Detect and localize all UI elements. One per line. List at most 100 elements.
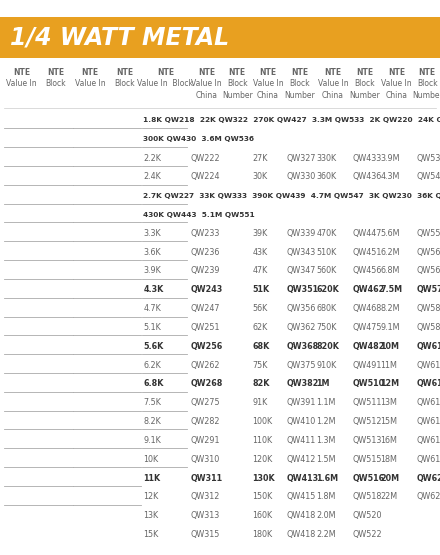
- Text: QW243: QW243: [191, 285, 223, 294]
- Text: NTE: NTE: [198, 68, 215, 77]
- Text: QW568: QW568: [416, 266, 440, 275]
- Text: QW522: QW522: [353, 530, 382, 539]
- Text: QW562: QW562: [416, 248, 440, 256]
- Text: 1.8K QW218  22K QW322  270K QW427  3.3M QW533  2K QW220  24K QW324: 1.8K QW218 22K QW322 270K QW427 3.3M QW5…: [143, 118, 440, 123]
- Text: QW611: QW611: [416, 361, 440, 370]
- Text: 100K: 100K: [253, 417, 273, 426]
- Text: NTE: NTE: [324, 68, 341, 77]
- Text: QW543: QW543: [416, 173, 440, 181]
- Text: 6.8M: 6.8M: [380, 266, 400, 275]
- Text: 68K: 68K: [253, 342, 270, 351]
- Text: QW512: QW512: [353, 417, 382, 426]
- Text: 62K: 62K: [253, 323, 268, 332]
- Text: QW410: QW410: [287, 417, 316, 426]
- Text: Block: Block: [417, 79, 437, 88]
- Text: QW382: QW382: [287, 380, 319, 388]
- Text: QW275: QW275: [191, 398, 220, 407]
- Text: QW315: QW315: [191, 530, 220, 539]
- Text: QW610: QW610: [416, 342, 440, 351]
- Text: 3.3K: 3.3K: [143, 229, 161, 238]
- Text: 820K: 820K: [316, 342, 339, 351]
- Text: 160K: 160K: [253, 511, 273, 520]
- Text: 30K: 30K: [253, 173, 268, 181]
- Text: NTE: NTE: [419, 68, 436, 77]
- Text: QW451: QW451: [353, 248, 382, 256]
- Text: 8.2K: 8.2K: [143, 417, 161, 426]
- Text: 1.3M: 1.3M: [316, 436, 336, 445]
- Text: QW520: QW520: [353, 511, 382, 520]
- Text: 6.8K: 6.8K: [143, 380, 164, 388]
- Text: 680K: 680K: [316, 304, 337, 313]
- Text: QW311: QW311: [191, 473, 223, 482]
- Text: 360K: 360K: [316, 173, 337, 181]
- Text: Block: Block: [114, 79, 135, 88]
- Text: QW539: QW539: [416, 154, 440, 163]
- Text: QW516: QW516: [353, 473, 385, 482]
- Text: 8.2M: 8.2M: [380, 304, 400, 313]
- Text: QW391: QW391: [287, 398, 316, 407]
- Text: QW368: QW368: [287, 342, 319, 351]
- Text: 16M: 16M: [380, 436, 397, 445]
- Text: 3.9M: 3.9M: [380, 154, 400, 163]
- Text: 1.2M: 1.2M: [316, 417, 336, 426]
- Text: NTE: NTE: [229, 68, 246, 77]
- Text: QW556: QW556: [416, 229, 440, 238]
- Text: QW462: QW462: [353, 285, 385, 294]
- Text: 10M: 10M: [380, 342, 399, 351]
- Text: 22M: 22M: [380, 492, 397, 501]
- Text: 9.1K: 9.1K: [143, 436, 161, 445]
- Text: 2.0M: 2.0M: [316, 511, 336, 520]
- Text: Block: Block: [227, 79, 247, 88]
- Text: NTE: NTE: [291, 68, 308, 77]
- Text: QW312: QW312: [191, 492, 220, 501]
- Text: QW575: QW575: [416, 285, 440, 294]
- Text: 620K: 620K: [316, 285, 339, 294]
- Text: Number: Number: [222, 91, 253, 100]
- Text: 110K: 110K: [253, 436, 273, 445]
- Text: 27K: 27K: [253, 154, 268, 163]
- Text: QW262: QW262: [191, 361, 220, 370]
- Text: 20M: 20M: [380, 473, 399, 482]
- Text: 56K: 56K: [253, 304, 268, 313]
- Text: 470K: 470K: [316, 229, 337, 238]
- Text: 560K: 560K: [316, 266, 337, 275]
- Text: QW418: QW418: [287, 530, 316, 539]
- Text: QW327: QW327: [287, 154, 316, 163]
- Text: 2.2M: 2.2M: [316, 530, 336, 539]
- Text: QW510: QW510: [353, 380, 385, 388]
- Text: 75K: 75K: [253, 361, 268, 370]
- Text: 15K: 15K: [143, 530, 159, 539]
- Text: Value In: Value In: [318, 79, 348, 88]
- Text: Value In: Value In: [381, 79, 412, 88]
- Text: QW447: QW447: [353, 229, 382, 238]
- Text: QW622: QW622: [416, 492, 440, 501]
- Text: QW291: QW291: [191, 436, 220, 445]
- Text: 3.9K: 3.9K: [143, 266, 161, 275]
- Text: QW339: QW339: [287, 229, 316, 238]
- Text: 1.8M: 1.8M: [316, 492, 336, 501]
- Text: 18M: 18M: [380, 455, 397, 463]
- Text: QW613: QW613: [416, 398, 440, 407]
- Text: 2.7K QW227  33K QW333  390K QW439  4.7M QW547  3K QW230  36K QW336: 2.7K QW227 33K QW333 390K QW439 4.7M QW5…: [143, 193, 440, 199]
- Text: Value In  Block: Value In Block: [137, 79, 194, 88]
- Text: 430K QW443  5.1M QW551: 430K QW443 5.1M QW551: [143, 211, 255, 218]
- Text: 4.3M: 4.3M: [380, 173, 400, 181]
- Text: 910K: 910K: [316, 361, 337, 370]
- Text: QW511: QW511: [353, 398, 382, 407]
- Text: 47K: 47K: [253, 266, 268, 275]
- Text: Number: Number: [412, 91, 440, 100]
- Text: QW375: QW375: [287, 361, 316, 370]
- Text: Value In: Value In: [253, 79, 283, 88]
- Text: QW310: QW310: [191, 455, 220, 463]
- Text: QW411: QW411: [287, 436, 316, 445]
- Text: China: China: [322, 91, 344, 100]
- Text: NTE: NTE: [356, 68, 373, 77]
- Text: 82K: 82K: [253, 380, 270, 388]
- Text: NTE: NTE: [260, 68, 276, 77]
- Text: 5.6K: 5.6K: [143, 342, 164, 351]
- Text: QW268: QW268: [191, 380, 224, 388]
- Text: 330K: 330K: [316, 154, 337, 163]
- Text: 9.1M: 9.1M: [380, 323, 400, 332]
- Text: QW518: QW518: [353, 492, 382, 501]
- Text: Block: Block: [290, 79, 310, 88]
